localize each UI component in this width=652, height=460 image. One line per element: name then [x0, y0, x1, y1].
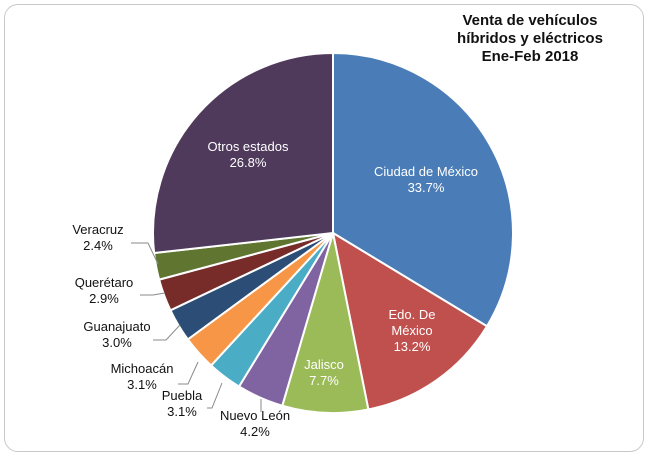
- leader-line: [131, 242, 159, 265]
- slice-value-label: 3.0%: [102, 335, 132, 350]
- slice-category-label: Nuevo León: [220, 408, 290, 423]
- slice-category-label: Puebla: [162, 388, 203, 403]
- slice-value-label: 2.4%: [83, 238, 113, 253]
- slice-category-label: Michoacán: [111, 361, 174, 376]
- slice-value-label: 4.2%: [240, 424, 270, 439]
- leader-line: [207, 382, 223, 409]
- slice-category-label: Veracruz: [72, 222, 123, 237]
- slice-category-label: México: [391, 323, 432, 338]
- slice-category-label: Ciudad de México: [374, 164, 478, 179]
- pie-slice-ciudad-de-méxico: [332, 51, 515, 328]
- slice-category-label: Guanajuato: [83, 319, 150, 334]
- slice-category-label: Otros estados: [208, 139, 289, 154]
- pie-slice-edo-de-méxico: [331, 230, 489, 411]
- chart-title-line-2: híbridos y eléctricos: [457, 30, 603, 47]
- slice-value-label: 3.1%: [167, 404, 197, 419]
- chart-title: Venta de vehículos híbridos y eléctricos…: [430, 12, 630, 66]
- slice-value-label: 26.8%: [230, 155, 267, 170]
- slice-category-label: Jalisco: [304, 357, 344, 372]
- pie-slice-otros-estados: [152, 51, 334, 255]
- slice-value-label: 2.9%: [89, 291, 119, 306]
- slice-category-label: Querétaro: [75, 275, 134, 290]
- leader-line: [140, 292, 166, 296]
- leader-line: [178, 361, 199, 385]
- leader-line: [153, 324, 181, 341]
- slice-value-label: 3.1%: [127, 377, 157, 392]
- chart-title-line-1: Venta de vehículos: [462, 12, 598, 29]
- slice-value-label: 7.7%: [309, 373, 339, 388]
- slice-value-label: 13.2%: [394, 339, 431, 354]
- chart-title-line-3: Ene-Feb 2018: [481, 48, 579, 65]
- slice-category-label: Edo. De: [389, 307, 436, 322]
- slice-value-label: 33.7%: [408, 180, 445, 195]
